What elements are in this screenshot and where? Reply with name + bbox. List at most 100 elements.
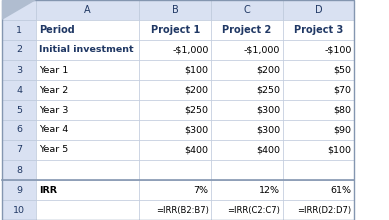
- Bar: [211, 140, 283, 160]
- Text: $300: $300: [256, 106, 280, 114]
- Bar: [211, 100, 283, 120]
- Bar: [36, 160, 139, 180]
- Text: $300: $300: [256, 125, 280, 134]
- Text: $50: $50: [334, 66, 352, 75]
- Bar: [2, 100, 36, 120]
- Bar: [139, 60, 211, 80]
- Text: $400: $400: [184, 145, 209, 154]
- Bar: [139, 0, 211, 20]
- Text: -$1,000: -$1,000: [244, 46, 280, 55]
- Text: $400: $400: [256, 145, 280, 154]
- Bar: [36, 180, 139, 200]
- Bar: [283, 180, 354, 200]
- Text: 7%: 7%: [193, 185, 209, 194]
- Text: =IRR(B2:B7): =IRR(B2:B7): [156, 205, 209, 214]
- Bar: [2, 200, 36, 220]
- Text: =IRR(D2:D7): =IRR(D2:D7): [298, 205, 352, 214]
- Text: $70: $70: [334, 86, 352, 95]
- Bar: [283, 60, 354, 80]
- Polygon shape: [2, 0, 36, 20]
- Bar: [36, 20, 139, 40]
- Text: 3: 3: [16, 66, 22, 75]
- Bar: [283, 80, 354, 100]
- Bar: [2, 120, 36, 140]
- Text: -$1,000: -$1,000: [172, 46, 209, 55]
- Text: 7: 7: [16, 145, 22, 154]
- Text: 5: 5: [16, 106, 22, 114]
- Bar: [283, 40, 354, 60]
- Text: 9: 9: [16, 185, 22, 194]
- Bar: [139, 200, 211, 220]
- Text: Year 2: Year 2: [39, 86, 68, 95]
- Bar: [139, 80, 211, 100]
- Bar: [211, 20, 283, 40]
- Text: $100: $100: [328, 145, 352, 154]
- Text: Year 4: Year 4: [39, 125, 68, 134]
- Text: $250: $250: [184, 106, 209, 114]
- Text: 10: 10: [13, 205, 25, 214]
- Bar: [211, 40, 283, 60]
- Bar: [211, 200, 283, 220]
- Bar: [36, 140, 139, 160]
- Bar: [211, 180, 283, 200]
- Text: $200: $200: [256, 66, 280, 75]
- Text: $90: $90: [334, 125, 352, 134]
- Bar: [2, 40, 36, 60]
- Text: 6: 6: [16, 125, 22, 134]
- Bar: [2, 140, 36, 160]
- Bar: [2, 160, 36, 180]
- Bar: [36, 0, 139, 20]
- Text: Project 3: Project 3: [294, 25, 343, 35]
- Bar: [2, 20, 36, 40]
- Bar: [283, 120, 354, 140]
- Text: Project 1: Project 1: [151, 25, 200, 35]
- Text: Period: Period: [39, 25, 75, 35]
- Text: Initial investment: Initial investment: [39, 46, 133, 55]
- Text: Year 5: Year 5: [39, 145, 68, 154]
- Text: 61%: 61%: [331, 185, 352, 194]
- Text: Project 2: Project 2: [223, 25, 272, 35]
- Text: -$100: -$100: [324, 46, 352, 55]
- Text: 1: 1: [16, 26, 22, 35]
- Bar: [283, 160, 354, 180]
- Bar: [283, 100, 354, 120]
- Text: $250: $250: [256, 86, 280, 95]
- Bar: [2, 80, 36, 100]
- Bar: [2, 0, 36, 20]
- Bar: [2, 60, 36, 80]
- Text: $100: $100: [184, 66, 209, 75]
- Text: D: D: [315, 5, 322, 15]
- Bar: [211, 80, 283, 100]
- Bar: [139, 180, 211, 200]
- Text: A: A: [84, 5, 91, 15]
- Bar: [139, 140, 211, 160]
- Bar: [211, 120, 283, 140]
- Text: 4: 4: [16, 86, 22, 95]
- Text: $200: $200: [184, 86, 209, 95]
- Bar: [139, 40, 211, 60]
- Bar: [139, 160, 211, 180]
- Text: B: B: [172, 5, 179, 15]
- Text: 12%: 12%: [259, 185, 280, 194]
- Text: Year 3: Year 3: [39, 106, 68, 114]
- Text: =IRR(C2:C7): =IRR(C2:C7): [227, 205, 280, 214]
- Bar: [283, 140, 354, 160]
- Bar: [2, 180, 36, 200]
- Bar: [139, 100, 211, 120]
- Bar: [36, 200, 139, 220]
- Bar: [36, 40, 139, 60]
- Text: IRR: IRR: [39, 185, 57, 194]
- Bar: [211, 60, 283, 80]
- Bar: [139, 20, 211, 40]
- Bar: [36, 60, 139, 80]
- Bar: [283, 200, 354, 220]
- Bar: [211, 160, 283, 180]
- Bar: [36, 100, 139, 120]
- Bar: [211, 0, 283, 20]
- Text: 2: 2: [16, 46, 22, 55]
- Text: C: C: [244, 5, 251, 15]
- Bar: [283, 20, 354, 40]
- Text: $300: $300: [184, 125, 209, 134]
- Text: $80: $80: [334, 106, 352, 114]
- Bar: [139, 120, 211, 140]
